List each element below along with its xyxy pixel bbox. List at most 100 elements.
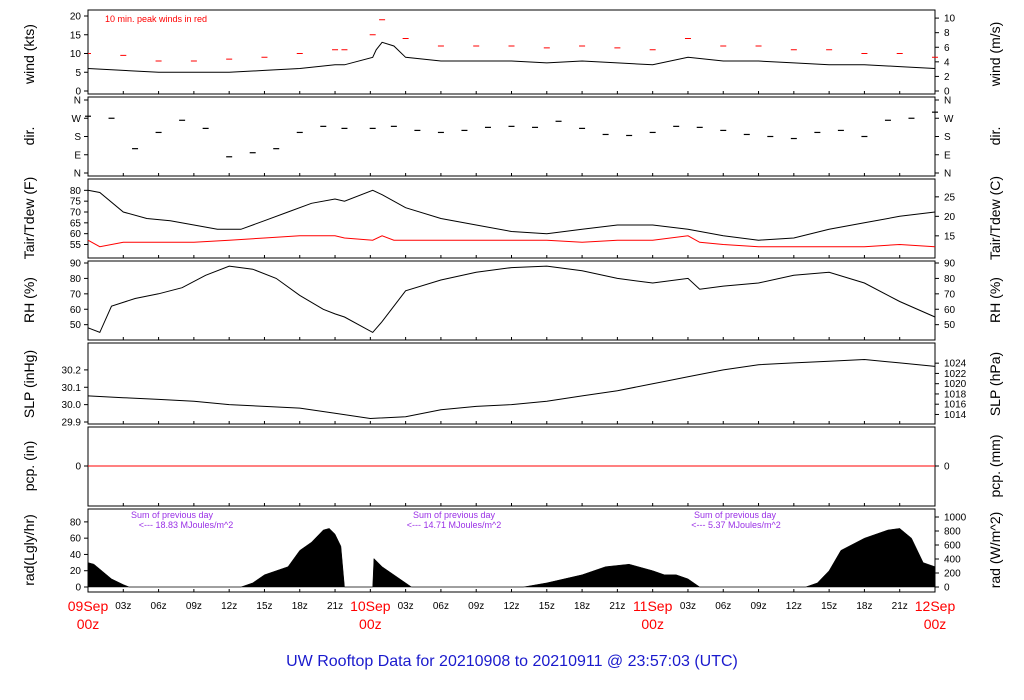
- x-day-hour-label: 00z: [641, 616, 664, 632]
- temp-series-Tdew: [87, 235, 936, 248]
- slp-right-tick-label: 1018: [944, 389, 967, 400]
- rh-left-tick-label: 50: [70, 320, 82, 331]
- dir-right-tick-label: S: [944, 132, 951, 143]
- pcp-ylabel-right: pcp. (mm): [987, 435, 1003, 498]
- wind-ylabel-right: wind (m/s): [987, 22, 1003, 88]
- wind-right-tick-label: 4: [944, 57, 950, 68]
- rad-right-tick-label: 600: [944, 541, 961, 552]
- daily-sum-value-3: <--- 5.37 MJoules/m^2: [691, 520, 781, 530]
- x-day-label: 11Sep: [633, 598, 673, 614]
- rad-right-tick-label: 0: [944, 583, 950, 594]
- daily-sum-value-1: <--- 18.83 MJoules/m^2: [139, 520, 234, 530]
- dir-right-tick-label: N: [944, 169, 951, 180]
- x-day-hour-label: 00z: [924, 616, 947, 632]
- rad-right-tick-label: 400: [944, 555, 961, 566]
- x-hour-label: 06z: [715, 601, 731, 612]
- ticks-layer: [84, 15, 939, 592]
- temp-panel-frame: [87, 178, 936, 259]
- slp-right-tick-label: 1024: [944, 359, 967, 370]
- rad-left-tick-label: 60: [70, 534, 82, 545]
- daily-sum-title-3: Sum of previous day: [694, 510, 777, 520]
- temp-left-tick-label: 60: [70, 229, 82, 240]
- dir-left-tick-label: S: [74, 132, 81, 143]
- x-day-label: 12Sep: [915, 598, 956, 614]
- wind-ylabel-left: wind (kts): [21, 24, 37, 85]
- slp-left-tick-label: 30.0: [62, 400, 82, 411]
- rh-right-tick-label: 70: [944, 289, 956, 300]
- temp-right-tick-label: 15: [944, 231, 956, 242]
- x-hour-label: 09z: [186, 601, 202, 612]
- wind-left-tick-label: 5: [75, 68, 81, 79]
- rh-left-tick-label: 70: [70, 289, 82, 300]
- rad-series-rad: [87, 528, 936, 588]
- wind-right-tick-label: 0: [944, 87, 950, 98]
- rh-right-tick-label: 50: [944, 320, 956, 331]
- pcp-right-tick-label: 0: [944, 462, 950, 473]
- x-hour-label: 03z: [680, 601, 696, 612]
- dir-panel-frame: [87, 96, 936, 177]
- dir-right-tick-label: W: [944, 114, 954, 125]
- wind-right-tick-label: 2: [944, 72, 950, 83]
- x-day-hour-label: 00z: [359, 616, 382, 632]
- rh-ylabel-left: RH (%): [21, 277, 37, 323]
- slp-right-tick-label: 1014: [944, 410, 967, 421]
- dir-right-tick-label: N: [944, 96, 951, 107]
- x-hour-label: 18z: [574, 601, 590, 612]
- wind-left-tick-label: 0: [75, 87, 81, 98]
- slp-left-tick-label: 29.9: [62, 418, 82, 429]
- wind-series-wind: [87, 41, 936, 73]
- rh-left-tick-label: 90: [70, 259, 82, 270]
- rh-panel-frame: [87, 260, 936, 341]
- chart-title: UW Rooftop Data for 20210908 to 20210911…: [286, 653, 738, 670]
- rh-left-tick-label: 60: [70, 305, 82, 316]
- x-hour-label: 12z: [503, 601, 519, 612]
- rh-series-RH: [87, 265, 936, 334]
- dir-ylabel-right: dir.: [987, 127, 1003, 146]
- x-hour-label: 15z: [539, 601, 555, 612]
- rh-right-tick-label: 60: [944, 305, 956, 316]
- temp-left-tick-label: 70: [70, 208, 82, 219]
- rad-right-tick-label: 1000: [944, 513, 967, 524]
- pcp-ylabel-left: pcp. (in): [21, 441, 37, 492]
- rh-ylabel-right: RH (%): [987, 277, 1003, 323]
- rad-ylabel-right: rad (W/m^2): [987, 512, 1003, 589]
- temp-left-tick-label: 65: [70, 218, 82, 229]
- temp-ylabel-right: Tair/Tdew (C): [987, 176, 1003, 260]
- temp-right-tick-label: 20: [944, 212, 956, 223]
- rad-left-tick-label: 20: [70, 566, 82, 577]
- dir-left-tick-label: N: [74, 96, 81, 107]
- dir-left-tick-label: W: [72, 114, 82, 125]
- temp-series-Tair: [87, 189, 936, 241]
- x-hour-label: 15z: [256, 601, 272, 612]
- x-hour-label: 21z: [892, 601, 908, 612]
- wind-left-tick-label: 10: [70, 49, 82, 60]
- x-hour-label: 12z: [786, 601, 802, 612]
- x-hour-label: 09z: [750, 601, 766, 612]
- slp-left-tick-label: 30.2: [62, 365, 82, 376]
- dir-right-tick-label: E: [944, 150, 951, 161]
- x-day-label: 10Sep: [350, 598, 391, 614]
- wind-left-tick-label: 15: [70, 30, 82, 41]
- pcp-left-tick-label: 0: [75, 462, 81, 473]
- x-hour-label: 06z: [433, 601, 449, 612]
- dir-left-tick-label: E: [74, 150, 81, 161]
- daily-sum-title-2: Sum of previous day: [413, 510, 496, 520]
- rh-right-tick-label: 80: [944, 274, 956, 285]
- rad-left-tick-label: 0: [75, 583, 81, 594]
- peak-winds-note: 10 min. peak winds in red: [105, 14, 207, 24]
- wind-right-tick-label: 10: [944, 14, 956, 25]
- x-day-hour-label: 00z: [77, 616, 100, 632]
- rad-right-tick-label: 800: [944, 527, 961, 538]
- x-day-label: 09Sep: [68, 598, 109, 614]
- daily-sum-title-1: Sum of previous day: [131, 510, 214, 520]
- temp-ylabel-left: Tair/Tdew (F): [21, 177, 37, 259]
- dir-ylabel-left: dir.: [21, 127, 37, 146]
- rad-left-tick-label: 80: [70, 517, 82, 528]
- wind-panel-frame: [87, 9, 936, 95]
- rad-ylabel-left: rad(Lgly/hr): [21, 514, 37, 586]
- temp-left-tick-label: 80: [70, 186, 82, 197]
- slp-panel-frame: [87, 342, 936, 425]
- dir-left-tick-label: N: [74, 169, 81, 180]
